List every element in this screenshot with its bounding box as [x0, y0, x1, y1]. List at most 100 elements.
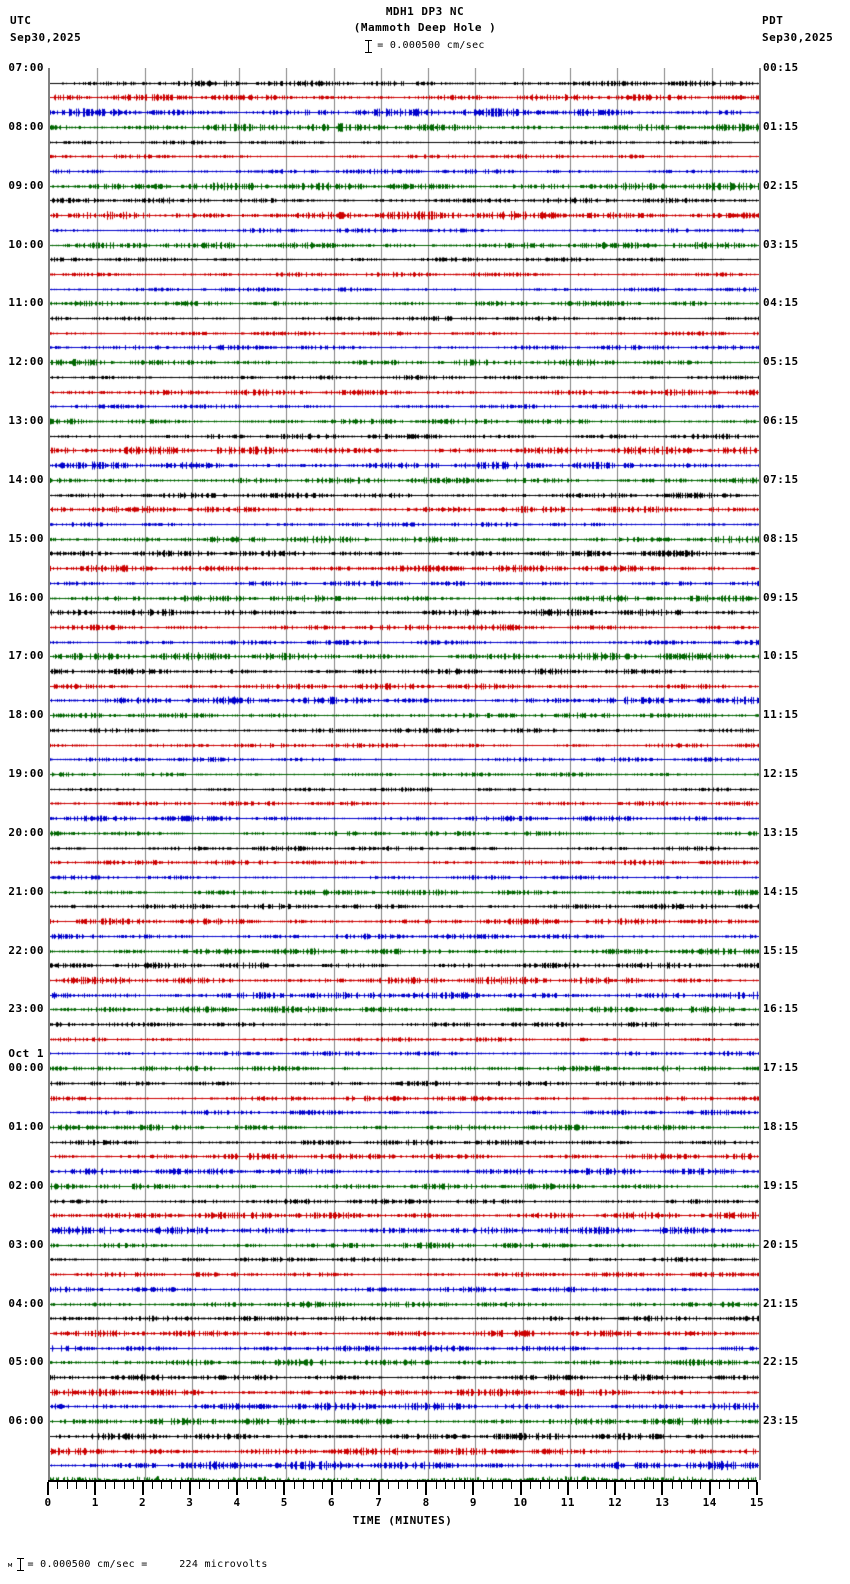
left-time-label-13-00: 13:00: [8, 414, 44, 427]
x-tick-minor: [530, 1482, 531, 1489]
right-time-label-12-15: 12:15: [763, 767, 799, 780]
helicorder-plot[interactable]: [48, 68, 761, 1480]
x-tick-major: [661, 1482, 663, 1495]
x-tick-minor: [558, 1482, 559, 1489]
x-tick-minor: [691, 1482, 692, 1489]
x-tick-minor: [700, 1482, 701, 1489]
footer-prefix-glyph: м: [8, 1560, 13, 1569]
x-tick-minor: [511, 1482, 512, 1489]
x-tick-minor: [275, 1482, 276, 1489]
left-time-label-12-00: 12:00: [8, 355, 44, 369]
x-tick-label-13: 13: [655, 1496, 670, 1509]
left-time-label-21-00: 21:00: [8, 884, 44, 898]
left-date-label: Sep30,2025: [10, 31, 82, 44]
x-tick-minor: [76, 1482, 77, 1489]
x-tick-major: [236, 1482, 238, 1495]
x-tick-label-0: 0: [44, 1496, 52, 1509]
x-tick-minor: [209, 1482, 210, 1489]
x-tick-major: [331, 1482, 333, 1495]
left-timezone-label: UTC: [10, 14, 32, 27]
x-tick-minor: [86, 1482, 87, 1489]
right-time-label-08-15: 08:15: [763, 531, 799, 545]
right-time-label-19-15: 19:15: [763, 1178, 799, 1192]
x-tick-minor: [114, 1482, 115, 1489]
left-time-label-07-00: 07:00: [8, 61, 44, 74]
x-tick-minor: [171, 1482, 172, 1489]
x-tick-minor: [606, 1482, 607, 1489]
x-tick-label-8: 8: [422, 1496, 430, 1509]
x-tick-minor: [748, 1482, 749, 1489]
right-time-label-05-15: 05:15: [763, 355, 799, 369]
seismic-traces-layer: [50, 68, 759, 1480]
right-time-label-07-15: 07:15: [763, 472, 799, 486]
right-time-label-11-15: 11:15: [763, 708, 799, 722]
x-tick-major: [614, 1482, 616, 1495]
x-tick-minor: [388, 1482, 389, 1489]
x-tick-minor: [634, 1482, 635, 1489]
x-tick-minor: [464, 1482, 465, 1489]
x-tick-major: [520, 1482, 522, 1495]
x-tick-minor: [228, 1482, 229, 1489]
x-tick-minor: [483, 1482, 484, 1489]
x-tick-minor: [644, 1482, 645, 1489]
right-time-label-14-15: 14:15: [763, 884, 799, 898]
left-time-label-19-00: 19:00: [8, 767, 44, 780]
x-tick-major: [283, 1482, 285, 1495]
x-tick-label-7: 7: [375, 1496, 383, 1509]
x-tick-minor: [105, 1482, 106, 1489]
right-time-label-04-15: 04:15: [763, 296, 799, 310]
x-tick-major: [142, 1482, 144, 1495]
x-tick-major: [378, 1482, 380, 1495]
x-tick-minor: [587, 1482, 588, 1489]
x-axis-title: TIME (MINUTES): [352, 1514, 453, 1527]
right-time-label-10-15: 10:15: [763, 649, 799, 663]
x-tick-major: [189, 1482, 191, 1495]
x-tick-minor: [738, 1482, 739, 1489]
left-time-label-03-00: 03:00: [8, 1237, 44, 1251]
x-tick-label-1: 1: [91, 1496, 99, 1509]
x-tick-minor: [133, 1482, 134, 1489]
header-right-timezone-block: PDT Sep30,2025: [762, 12, 833, 46]
right-time-label-09-15: 09:15: [763, 590, 799, 604]
x-tick-minor: [596, 1482, 597, 1489]
x-tick-label-12: 12: [608, 1496, 623, 1509]
left-time-label-08-00: 08:00: [8, 119, 44, 133]
x-tick-minor: [247, 1482, 248, 1489]
x-tick-label-11: 11: [560, 1496, 576, 1509]
right-time-label-13-15: 13:15: [763, 825, 799, 839]
right-time-label-16-15: 16:15: [763, 1002, 799, 1016]
x-tick-minor: [360, 1482, 361, 1489]
x-tick-major: [756, 1482, 758, 1495]
x-tick-label-10: 10: [513, 1496, 528, 1509]
right-time-label-02-15: 02:15: [763, 178, 799, 192]
right-time-label-18-15: 18:15: [763, 1120, 799, 1133]
x-tick-minor: [407, 1482, 408, 1489]
right-time-label-20-15: 20:15: [763, 1237, 799, 1251]
x-tick-major: [425, 1482, 427, 1495]
footer-scale-note: м = 0.000500 cm/sec = 224 microvolts: [8, 1558, 268, 1571]
x-tick-minor: [124, 1482, 125, 1489]
left-time-label-00-00: 00:00: [8, 1061, 44, 1075]
x-tick-minor: [199, 1482, 200, 1489]
scale-reference-text: = 0.000500 cm/sec: [377, 40, 485, 51]
x-tick-major: [567, 1482, 569, 1495]
x-tick-minor: [341, 1482, 342, 1489]
header-title-block: MDH1 DP3 NC (Mammoth Deep Hole ) = 0.000…: [0, 4, 850, 54]
x-tick-minor: [67, 1482, 68, 1489]
x-axis: 0 1 2 3 4 5 6 7 8 9 10 11 12 13 14 15 TIME (MINUTES): [44, 1480, 764, 1540]
x-tick-minor: [313, 1482, 314, 1489]
x-tick-minor: [729, 1482, 730, 1489]
x-tick-label-14: 14: [702, 1496, 717, 1509]
right-timezone-label: PDT: [762, 14, 784, 27]
x-tick-minor: [681, 1482, 682, 1489]
x-tick-label-4: 4: [233, 1496, 241, 1509]
left-time-label-20-00: 20:00: [8, 825, 44, 839]
x-tick-minor: [256, 1482, 257, 1489]
scale-reference-note: = 0.000500 cm/sec: [0, 38, 850, 54]
x-tick-minor: [653, 1482, 654, 1489]
x-tick-minor: [351, 1482, 352, 1489]
left-time-label-06-00: 06:00: [8, 1414, 44, 1428]
x-tick-minor: [719, 1482, 720, 1489]
right-date-label: Sep30,2025: [762, 31, 834, 44]
left-time-label-09-00: 09:00: [8, 178, 44, 192]
